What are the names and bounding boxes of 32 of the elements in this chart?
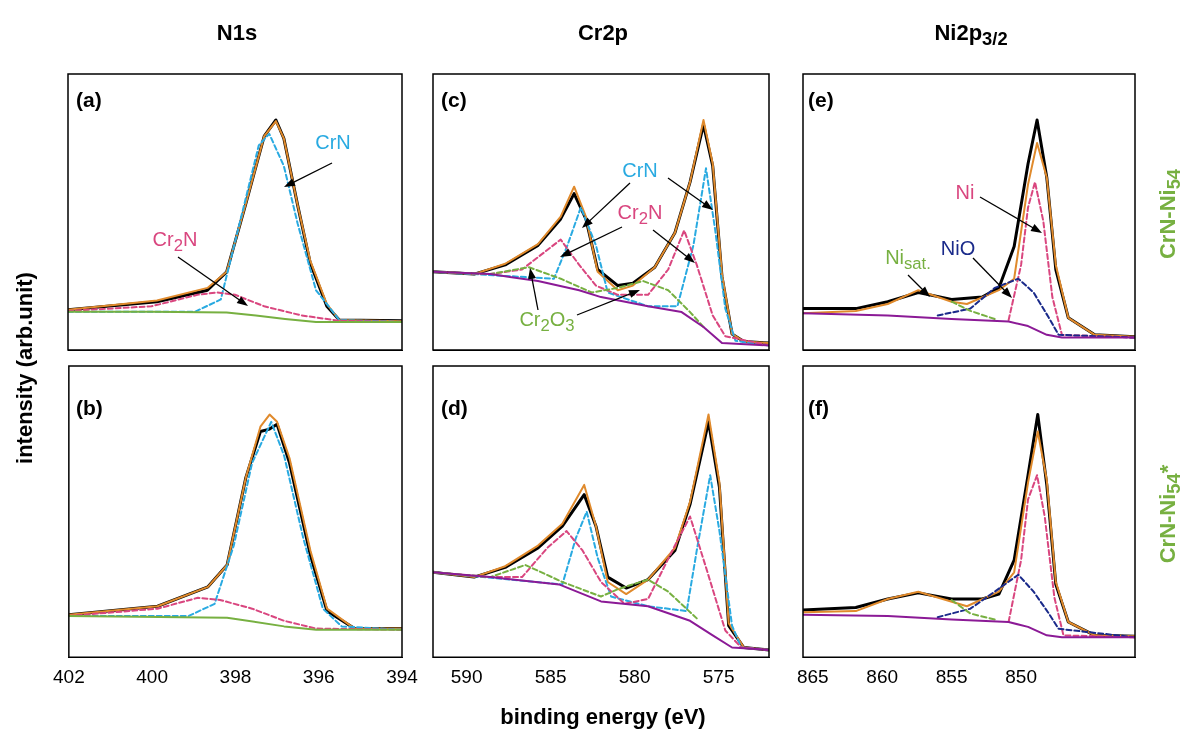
- annotation: (f): [808, 396, 829, 420]
- x-tick-label: 580: [618, 665, 651, 687]
- annotation: Cr$_{2}$N: [152, 227, 198, 257]
- x-tick-label: 855: [935, 665, 968, 687]
- x-tick-label: 860: [866, 665, 899, 687]
- annotation: NiO: [940, 237, 976, 259]
- annotation: Cr$_{2}$N: [617, 200, 663, 230]
- x-tick-label: 394: [386, 665, 419, 687]
- chart-title: Cr2p: [576, 20, 630, 46]
- chart-title: N1s: [215, 20, 259, 46]
- x-tick-label: 585: [534, 665, 567, 687]
- annotation: Ni: [955, 181, 975, 203]
- text: (e): [808, 88, 834, 112]
- annotation: (b): [76, 396, 103, 420]
- x-tick-label: 575: [702, 665, 735, 687]
- text: (c): [441, 88, 467, 112]
- annotation: CrN: [622, 159, 658, 181]
- x-axis-title: binding energy (eV): [499, 704, 707, 730]
- annotation: Cr$_{2}$O$_{3}$: [519, 307, 575, 337]
- text: (a): [76, 88, 102, 112]
- chart-title: Ni2p$_{3/2}$: [933, 20, 1009, 51]
- x-tick-label: 396: [302, 665, 335, 687]
- x-tick-label: 398: [219, 665, 252, 687]
- x-tick-label: 400: [136, 665, 168, 687]
- annotation: Ni$_{sat.}$: [885, 245, 931, 275]
- annotation: (d): [441, 396, 468, 420]
- x-tick-label: 402: [53, 665, 85, 687]
- x-tick-label: 590: [450, 665, 483, 687]
- y-axis-title: intensity (arb.unit): [12, 272, 38, 464]
- annotation: CrN: [315, 131, 351, 153]
- x-tick-label: 850: [1005, 665, 1037, 687]
- x-tick-label: 865: [796, 665, 829, 687]
